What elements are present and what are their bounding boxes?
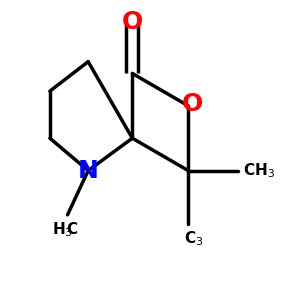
- Text: N: N: [78, 159, 99, 183]
- Text: H: H: [52, 222, 65, 237]
- Text: C: C: [184, 231, 195, 246]
- Text: 3: 3: [64, 228, 72, 238]
- Text: C: C: [66, 222, 77, 237]
- Text: O: O: [122, 10, 143, 34]
- Text: CH$_3$: CH$_3$: [243, 161, 275, 180]
- Text: 3: 3: [196, 237, 202, 247]
- Text: O: O: [182, 92, 203, 116]
